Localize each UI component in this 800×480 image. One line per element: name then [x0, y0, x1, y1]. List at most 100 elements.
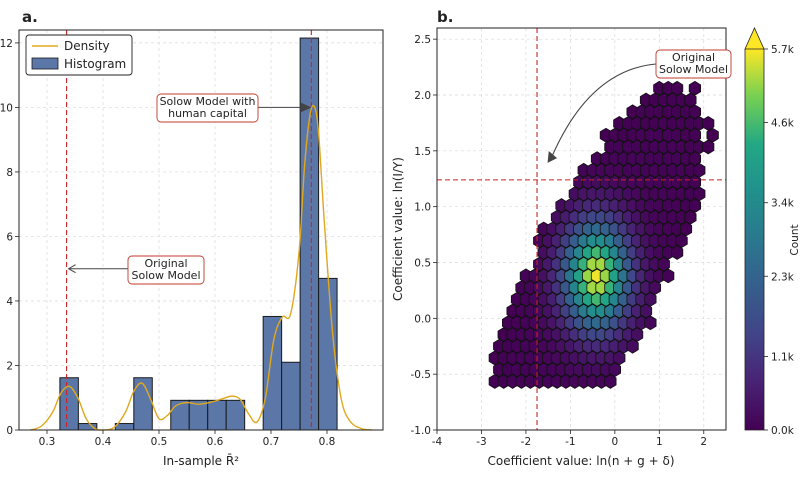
annotation-solow-human-capital: Solow Model with human capital	[156, 93, 312, 123]
histogram-bar	[207, 399, 227, 431]
annotation-text-line-1: Original	[672, 51, 715, 64]
y-tick-label: 2.0	[414, 90, 431, 102]
hexbin-cell	[608, 362, 621, 378]
hexbin-cell	[644, 315, 657, 331]
hexbin-cell	[644, 291, 657, 307]
colorbar-label: Count	[789, 224, 800, 255]
annotation-original-solow-a: Original Solow Model	[67, 255, 205, 285]
y-tick-label: 10	[0, 102, 13, 114]
y-tick-label: 8	[6, 167, 13, 179]
histogram-bar	[262, 315, 283, 431]
panel-b-hexagons	[488, 80, 719, 389]
panel-a-histogram: a. 0.3 0.4 0.5 0.6 0.7 0.8 0 2 4 6 8 10 12 In-sampl…	[0, 8, 384, 468]
hexbin-cell	[679, 221, 693, 237]
panel-b-y-ticks: -1.0 -0.5 0.0 0.5 1.0 1.5 2.0 2.5	[411, 34, 437, 437]
hexbin-cell	[684, 209, 697, 225]
panel-a-frame	[18, 29, 384, 431]
colorbar-tick-label: 3.4k	[771, 198, 795, 210]
legend-histogram-label: Histogram	[64, 57, 126, 71]
colorbar-tick-label: 2.3k	[771, 271, 795, 283]
x-tick-label: 2	[700, 436, 707, 448]
colorbar-extend-arrow	[744, 27, 765, 50]
y-tick-label: 0.0	[414, 313, 431, 325]
annotation-text-line-2: human capital	[168, 107, 247, 120]
hexbin-cell	[693, 162, 706, 178]
y-tick-label: 2.5	[414, 34, 431, 46]
x-tick-label: 0.7	[263, 436, 280, 448]
hexbin-cell	[657, 256, 670, 272]
hexbin-cell	[648, 280, 661, 296]
annotation-text-line-2: Solow Model	[659, 63, 728, 76]
colorbar-tick-label: 1.1k	[771, 351, 795, 363]
panel-a-x-axis-label: In-sample R̄²	[163, 454, 239, 468]
x-tick-label: -2	[521, 436, 531, 448]
panel-b-ref-lines	[437, 28, 726, 430]
hexbin-cell	[702, 116, 715, 131]
colorbar-ticks: 0.0k 1.1k 2.3k 3.4k 4.6k 5.7k	[764, 44, 795, 437]
hexbin-cell	[675, 233, 688, 249]
y-tick-label: -0.5	[411, 369, 432, 381]
x-tick-label: 0.6	[207, 436, 224, 448]
density-curve	[29, 104, 372, 431]
y-tick-label: 6	[6, 231, 13, 243]
hexbin-cell	[688, 198, 701, 213]
annotation-arrow-line	[551, 63, 657, 157]
annotation-arrow-head	[547, 150, 558, 163]
hexbin-cell	[604, 374, 617, 389]
annotation-box	[127, 255, 205, 285]
annotation-arrow-head	[67, 264, 76, 274]
hexbin-cell	[706, 127, 719, 143]
panel-a-label: a.	[22, 8, 38, 26]
panel-a-y-ticks: 0 2 4 6 8 10 12	[0, 38, 19, 437]
histogram-bar	[299, 37, 320, 431]
legend-histogram-swatch	[31, 57, 59, 70]
hexbin-cell	[671, 80, 684, 96]
x-tick-label: -4	[432, 436, 443, 448]
legend-density-label: Density	[64, 39, 110, 53]
histogram-bar	[133, 377, 153, 431]
annotation-text-line-2: Solow Model	[131, 269, 200, 282]
histogram-bar	[170, 399, 190, 431]
x-tick-label: 0.3	[39, 436, 56, 448]
x-tick-label: 0	[612, 436, 619, 448]
hexbin-cell	[693, 186, 706, 202]
hexbin-cell	[684, 92, 697, 108]
histogram-bar	[59, 377, 79, 431]
hexbin-cell	[626, 338, 639, 354]
colorbar-tick-label: 5.7k	[771, 44, 795, 56]
x-tick-label: -3	[476, 436, 486, 448]
annotation-box	[655, 49, 732, 79]
histogram-bar	[281, 361, 301, 431]
colorbar-gradient	[745, 49, 764, 430]
hexbin-cell	[688, 174, 701, 190]
panel-a-ref-lines	[66, 30, 312, 430]
panel-b-y-axis-label: Coefficient value: ln(I/Y)	[391, 157, 405, 301]
hexbin-cell	[631, 327, 644, 342]
hexbin-cell	[702, 139, 715, 155]
panel-b-label: b.	[437, 8, 453, 26]
y-tick-label: 1.5	[414, 146, 431, 158]
annotation-text-line-1: Solow Model with	[160, 95, 256, 108]
y-tick-label: 4	[6, 296, 13, 308]
y-tick-label: 0.5	[414, 258, 431, 270]
x-tick-label: 0.4	[95, 436, 112, 448]
x-tick-label: 0.5	[151, 436, 168, 448]
panel-b-hexbin: b. -4 -3 -2 -1 0 1 2 -1.0 -0.5 0.0 0.5 1.0 1.5 2.0 2.…	[391, 8, 800, 468]
hexbin-cell	[613, 350, 626, 366]
panel-b-x-ticks: -4 -3 -2 -1 0 1 2	[432, 430, 707, 448]
hexbin-cell	[688, 151, 701, 167]
colorbar: 0.0k 1.1k 2.3k 3.4k 4.6k 5.7k Count	[744, 27, 800, 437]
x-tick-label: 1	[656, 436, 663, 448]
panel-a-legend: Density Histogram	[25, 34, 133, 76]
panel-b-x-axis-label: Coefficient value: ln(n + g + δ)	[487, 454, 674, 468]
annotation-text-line-1: Original	[144, 257, 187, 270]
annotation-original-solow-b: Original Solow Model	[547, 49, 732, 163]
histogram-bar	[77, 423, 98, 431]
histogram-bar	[225, 399, 246, 431]
colorbar-frame	[744, 49, 765, 431]
panel-b-frame	[436, 27, 727, 431]
y-tick-label: 1.0	[414, 202, 431, 214]
y-tick-label: 2	[6, 360, 13, 372]
hexbin-cell	[688, 104, 701, 120]
